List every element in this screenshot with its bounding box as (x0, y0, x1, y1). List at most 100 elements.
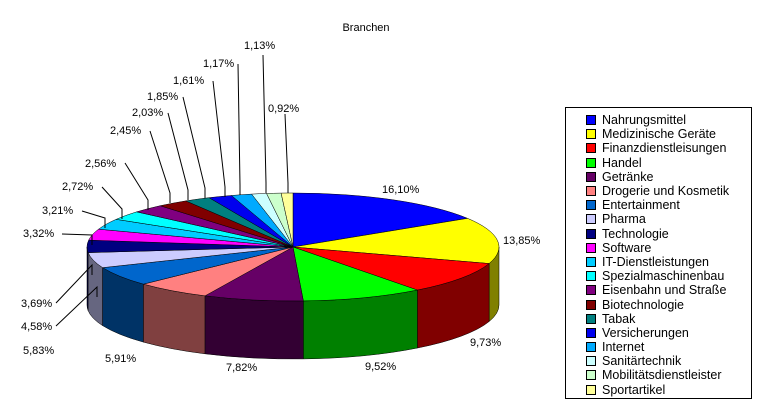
legend-label: Sportartikel (602, 382, 666, 397)
pie-slice-4 (204, 246, 304, 302)
legend-label: Entertainment (602, 198, 680, 213)
label-layer: 16,10% 13,85% 9,73% 9,52% 7,82% 5,91% 5,83% 4,5… (21, 40, 541, 374)
legend-swatch (586, 285, 596, 296)
legend-item: IT-Dienstleistungen (586, 255, 751, 269)
legend-label: Sanitärtechnik (602, 354, 682, 369)
legend-item: Getränke (586, 170, 751, 184)
slice-label-10: 3,21% (42, 205, 73, 217)
legend-label: Internet (602, 340, 645, 355)
legend-item: Biotechnologie (586, 297, 751, 312)
pie-slice-2 (292, 246, 490, 291)
legend-label: Eisenbahn und Straße (602, 283, 727, 298)
leader-line-13 (149, 130, 171, 203)
leader-line-9 (61, 233, 93, 245)
slice-label-3: 9,52% (365, 361, 396, 373)
legend-swatch (586, 214, 596, 225)
legend-swatch (586, 384, 596, 395)
legend-swatch (586, 342, 596, 353)
legend-swatch (586, 271, 596, 282)
legend-label: Getränke (602, 169, 654, 184)
leader-line-7 (55, 285, 98, 327)
slice-label-5: 5,91% (105, 353, 136, 365)
legend-swatch (586, 186, 596, 197)
legend-label: Nahrungsmittel (602, 113, 687, 128)
legend-swatch (586, 129, 596, 140)
legend-label: Tabak (602, 311, 636, 326)
legend-item: Sportartikel (586, 383, 751, 397)
legend-item: Finanzdienstleisungen (586, 141, 751, 155)
legend-item: Nahrungsmittel (586, 113, 751, 127)
legend-swatch (586, 157, 596, 168)
slice-label-6: 5,83% (23, 345, 54, 357)
slice-label-16: 1,61% (173, 75, 204, 87)
legend-item: Medizinische Geräte (586, 127, 751, 141)
pie-slice-1 (292, 218, 500, 264)
legend-swatch (586, 299, 596, 310)
legend-label: Pharma (602, 212, 646, 227)
leader-line-14 (167, 112, 189, 200)
slice-label-15: 1,85% (147, 91, 178, 103)
legend-label: Versicherungen (602, 325, 689, 340)
leader-line-11 (101, 186, 123, 219)
legend-item: Entertainment (586, 198, 751, 212)
legend-label: Drogerie und Kosmetik (602, 184, 730, 199)
legend-swatch (586, 356, 596, 367)
pie-slice-3 (292, 246, 419, 302)
legend-item: Tabak (586, 312, 751, 326)
legend-swatch (586, 242, 596, 253)
legend-item: Internet (586, 340, 751, 354)
legend-item: Handel (586, 156, 751, 170)
legend-item: Versicherungen (586, 326, 751, 340)
leader-line-8 (55, 263, 93, 304)
legend-item: Pharma (586, 212, 751, 226)
legend-label: Finanzdienstleisungen (602, 141, 727, 156)
slice-label-11: 2,72% (62, 181, 93, 193)
legend-item: Mobilitätsdienstleister (586, 368, 751, 382)
leader-line-12 (124, 162, 149, 210)
legend-swatch (586, 313, 596, 324)
legend-label: IT-Dienstleistungen (602, 254, 710, 269)
leader-line-19 (284, 113, 289, 193)
legend-label: Software (602, 240, 652, 255)
pie-layer (86, 192, 500, 360)
slice-label-8: 3,69% (21, 298, 52, 310)
legend-swatch (586, 370, 596, 381)
legend-item: Eisenbahn und Straße (586, 283, 751, 297)
legend-item: Spezialmaschinenbau (586, 269, 751, 283)
slice-label-13: 2,45% (110, 125, 141, 137)
legend-swatch (586, 327, 596, 338)
legend-label: Biotechnologie (602, 297, 685, 312)
slice-label-0: 16,10% (382, 184, 420, 196)
slice-label-12: 2,56% (85, 158, 116, 170)
slice-label-18: 1,13% (244, 40, 275, 52)
slice-label-2: 9,73% (470, 337, 501, 349)
slice-label-4: 7,82% (226, 362, 257, 374)
legend-swatch (586, 171, 596, 182)
slice-label-14: 2,03% (132, 107, 163, 119)
pie-slice-0 (292, 192, 469, 248)
legend-label: Technologie (602, 226, 669, 241)
slice-label-9: 3,32% (23, 228, 54, 240)
slice-label-1: 13,85% (503, 235, 541, 247)
legend-item: Drogerie und Kosmetik (586, 184, 751, 198)
slice-label-7: 4,58% (21, 321, 52, 333)
leader-line-18 (262, 54, 267, 193)
leader-line-10 (81, 210, 106, 228)
legend-label: Handel (602, 155, 642, 170)
legend-swatch (586, 200, 596, 211)
slice-label-19: 0,92% (268, 103, 299, 115)
chart-legend: Nahrungsmittel Medizinische Geräte Finanzd… (565, 107, 752, 399)
legend-swatch (586, 143, 596, 154)
legend-item: Technologie (586, 227, 751, 241)
legend-label: Mobilitätsdienstleister (602, 368, 722, 383)
legend-swatch (586, 228, 596, 239)
chart-title: Branchen (342, 22, 389, 34)
legend-item: Sanitärtechnik (586, 354, 751, 368)
leader-line-15 (182, 96, 206, 198)
legend-label: Spezialmaschinenbau (602, 269, 725, 284)
pie-side-4 (204, 295, 304, 360)
legend-item: Software (586, 241, 751, 255)
legend-swatch (586, 256, 596, 267)
leader-line-17 (237, 63, 241, 195)
